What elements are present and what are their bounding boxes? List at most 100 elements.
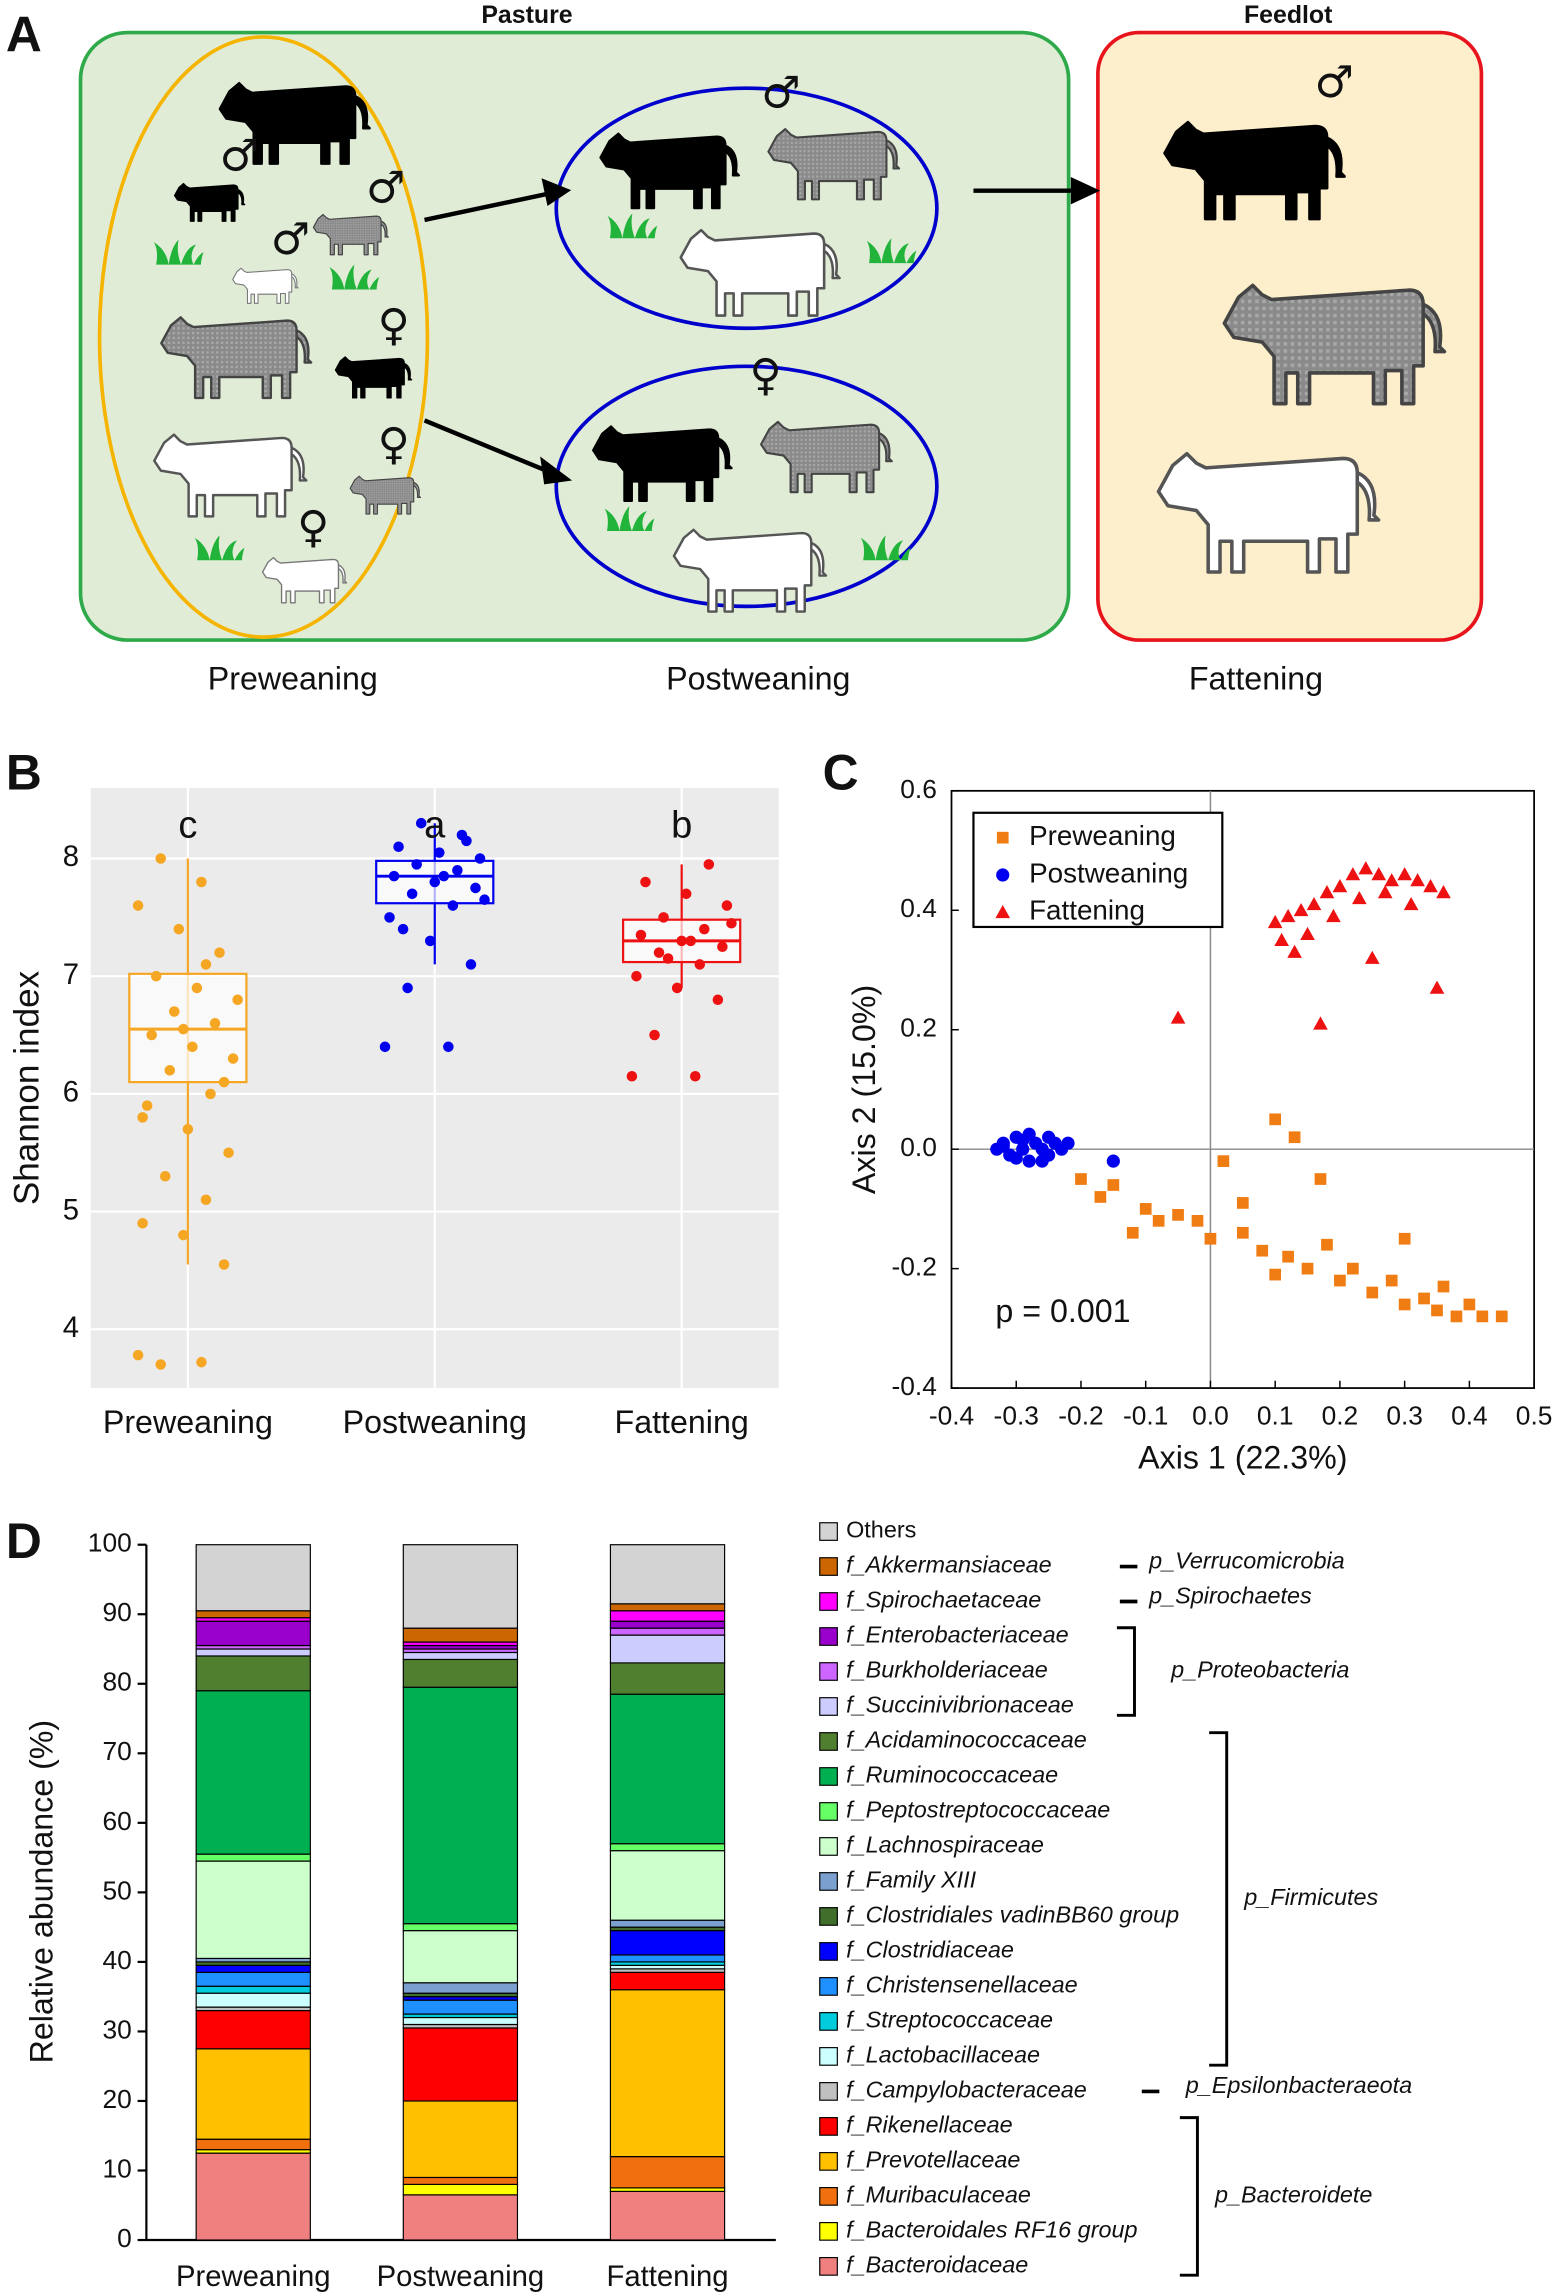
data-point bbox=[1269, 1113, 1282, 1126]
bar-segment bbox=[609, 2190, 726, 2241]
legend-label: f_Rikenellaceae bbox=[846, 2112, 1013, 2138]
phylum-label: p_Epsilonbacteraeota bbox=[1185, 2072, 1412, 2098]
data-point bbox=[388, 870, 400, 882]
bar-segment bbox=[195, 1544, 311, 1612]
x-tick-label: Postweaning bbox=[377, 2261, 545, 2293]
y-tick-label: 50 bbox=[102, 1875, 131, 1905]
data-point bbox=[676, 935, 687, 947]
legend-swatch bbox=[819, 1977, 838, 1996]
data-point bbox=[1423, 879, 1438, 893]
legend-label: f_Akkermansiaceae bbox=[846, 1552, 1052, 1578]
legend-label: f_Campylobacteraceae bbox=[846, 2077, 1087, 2103]
data-point bbox=[1016, 1133, 1030, 1147]
data-point bbox=[1094, 1191, 1107, 1203]
data-point bbox=[402, 982, 413, 994]
bar-segment bbox=[402, 2194, 519, 2241]
group-letter: a bbox=[424, 804, 446, 846]
data-point bbox=[1306, 896, 1322, 911]
data-point bbox=[626, 1070, 638, 1082]
bar-segment bbox=[402, 1930, 519, 1984]
y-tick-label: 80 bbox=[102, 1667, 131, 1697]
legend-label: f_Prevotellaceae bbox=[846, 2147, 1020, 2173]
legend-label: f_Clostridiales vadinBB60 group bbox=[846, 1902, 1179, 1928]
female-symbol: ♀ bbox=[297, 502, 329, 553]
bar-segment bbox=[195, 2152, 311, 2241]
data-point bbox=[452, 865, 463, 876]
legend-label: Preweaning bbox=[1029, 820, 1176, 851]
y-tick-label: -0.4 bbox=[891, 1371, 936, 1401]
data-point bbox=[1334, 1274, 1346, 1287]
x-tick-label: 0.5 bbox=[1516, 1400, 1553, 1430]
data-point bbox=[1293, 902, 1309, 917]
legend-label: f_Acidaminococcaceae bbox=[846, 1727, 1087, 1753]
female-symbol: ♀ bbox=[749, 350, 781, 401]
data-point bbox=[712, 994, 724, 1005]
x-tick-label: -0.3 bbox=[994, 1400, 1039, 1430]
data-point bbox=[218, 1076, 230, 1088]
data-point bbox=[1398, 1298, 1411, 1311]
data-point bbox=[150, 970, 162, 982]
data-point bbox=[461, 835, 472, 847]
data-point bbox=[1075, 1173, 1087, 1185]
data-point bbox=[1364, 950, 1380, 964]
legend-label: f_Peptostreptococcaceae bbox=[846, 1797, 1110, 1823]
data-point bbox=[178, 1023, 189, 1035]
bar-segment bbox=[195, 1985, 311, 1994]
legend-swatch bbox=[819, 1837, 838, 1856]
data-point bbox=[1170, 1010, 1186, 1024]
legend-swatch bbox=[819, 1522, 838, 1541]
y-tick-label: 0.2 bbox=[900, 1013, 937, 1043]
feedlot-label: Feedlot bbox=[1244, 1, 1332, 29]
male-symbol: ♂ bbox=[1315, 57, 1354, 108]
data-point bbox=[209, 1017, 221, 1029]
legend-label: f_Muribaculaceae bbox=[846, 2182, 1031, 2208]
y-tick-label: 7 bbox=[63, 959, 79, 991]
data-point bbox=[479, 894, 490, 905]
bar-segment bbox=[195, 2048, 311, 2140]
data-point bbox=[223, 1147, 234, 1158]
data-point bbox=[1236, 1197, 1249, 1209]
data-point bbox=[1152, 1214, 1165, 1227]
y-tick-label: 20 bbox=[102, 2084, 131, 2114]
data-point bbox=[137, 1112, 148, 1123]
data-point bbox=[699, 923, 710, 935]
y-tick-label: 90 bbox=[102, 1597, 131, 1627]
bar-segment bbox=[609, 1930, 726, 1956]
x-tick-label: 0.2 bbox=[1322, 1400, 1359, 1430]
y-axis-label: Shannon index bbox=[8, 970, 47, 1205]
data-point bbox=[640, 876, 651, 888]
data-point bbox=[146, 1029, 157, 1041]
data-point bbox=[1313, 1016, 1328, 1030]
bar-segment bbox=[402, 1999, 519, 2015]
phylum-label: p_Spirochaetes bbox=[1148, 1582, 1312, 1608]
bracket bbox=[1116, 1626, 1136, 1717]
data-point bbox=[155, 853, 166, 864]
data-point bbox=[1061, 1136, 1075, 1150]
bar-segment bbox=[402, 2016, 519, 2026]
data-point bbox=[411, 859, 422, 870]
data-point bbox=[996, 1139, 1010, 1153]
data-point bbox=[1495, 1310, 1508, 1323]
data-point bbox=[662, 953, 674, 964]
data-point bbox=[680, 888, 692, 900]
bar-segment bbox=[609, 1919, 726, 1928]
data-point bbox=[1035, 1154, 1049, 1168]
legend-swatch bbox=[819, 2117, 838, 2136]
bracket bbox=[1179, 2116, 1199, 2277]
bar-segment bbox=[609, 1693, 726, 1845]
legend-marker bbox=[995, 905, 1011, 919]
bracket bbox=[1209, 1731, 1229, 2067]
x-tick-label: Fattening bbox=[615, 1404, 749, 1440]
legend-label: f_Ruminococcaceae bbox=[846, 1762, 1058, 1788]
legend-swatch bbox=[819, 1767, 838, 1786]
data-point bbox=[1301, 1262, 1314, 1275]
data-point bbox=[703, 859, 715, 870]
legend-swatch bbox=[819, 1592, 838, 1611]
bar-segment bbox=[609, 1850, 726, 1921]
y-tick-label: 30 bbox=[102, 2014, 131, 2044]
bar-segment bbox=[402, 1544, 519, 1629]
data-point bbox=[1345, 867, 1361, 881]
data-point bbox=[132, 1349, 144, 1361]
bar-segment bbox=[609, 1662, 726, 1695]
